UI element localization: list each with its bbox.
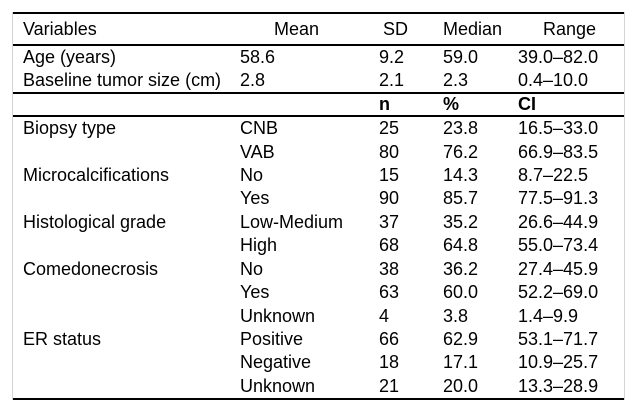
cell-percent: 60.0 [443, 282, 479, 303]
cell-category: Low-Medium [240, 211, 344, 232]
table-row: Comedonecrosis No 38 36.2 27.4–45.9 [13, 257, 624, 280]
cell-n: 66 [379, 329, 400, 349]
cell-category: Unknown [240, 305, 316, 326]
cell-ci: 13.3–28.9 [518, 375, 599, 396]
cell-n: 90 [379, 188, 400, 209]
cell-ci: 52.2–69.0 [518, 282, 599, 303]
cell-n: 21 [379, 375, 400, 396]
col-header-median: Median [442, 13, 517, 46]
cell-ci: 8.7–22.5 [518, 164, 589, 185]
cell-variable [13, 234, 239, 257]
cell-variable [13, 140, 239, 163]
cell-variable: Biopsy type [23, 118, 117, 139]
cell-n: 4 [379, 305, 390, 326]
col-header-sd: SD [378, 13, 442, 46]
cell-percent: 36.2 [443, 258, 479, 279]
table-row: High 68 64.8 55.0–73.4 [13, 234, 624, 257]
subheader-percent: % [442, 93, 517, 117]
table-frame: Variables Mean SD Median Range Age (year… [12, 12, 625, 400]
cell-range: 0.4–10.0 [517, 69, 624, 94]
cell-blank [13, 93, 239, 117]
cell-median: 59.0 [443, 47, 479, 68]
cell-ci: 55.0–73.4 [518, 235, 599, 256]
cell-percent: 20.0 [443, 375, 479, 396]
row-subheader: n % CI [13, 93, 624, 117]
cell-variable [13, 375, 239, 399]
cell-variable: Histological grade [23, 211, 167, 232]
cell-percent: 35.2 [443, 211, 479, 232]
col-header-variables: Variables [13, 13, 239, 46]
cell-sd: 2.1 [378, 69, 442, 94]
cell-ci: 66.9–83.5 [518, 141, 599, 162]
col-header-range: Range [517, 13, 624, 46]
table-header-row: Variables Mean SD Median Range [13, 13, 624, 46]
cell-category: Yes [240, 188, 270, 209]
subheader-n: n [378, 93, 442, 117]
cell-variable [13, 304, 239, 327]
table-row: Biopsy type CNB 25 23.8 16.5–33.0 [13, 116, 624, 140]
cell-category: No [240, 258, 264, 279]
cell-ci: 77.5–91.3 [518, 188, 599, 209]
subheader-ci: CI [517, 93, 624, 117]
cell-percent: 85.7 [443, 188, 479, 209]
cell-ci: 10.9–25.7 [518, 352, 599, 373]
table-row: Unknown 21 20.0 13.3–28.9 [13, 375, 624, 399]
cell-percent: 3.8 [443, 305, 469, 326]
cell-percent: 23.8 [443, 118, 479, 139]
cell-mean: 58.6 [240, 47, 276, 68]
col-header-mean: Mean [239, 13, 378, 46]
cell-variable [13, 351, 239, 374]
row-age: Age (years) 58.6 9.2 59.0 39.0–82.0 [13, 45, 624, 69]
cell-variable: Microcalcifications [23, 164, 170, 185]
cell-sd: 9.2 [379, 47, 405, 68]
row-baseline-tumor-size: Baseline tumor size (cm) 2.8 2.1 2.3 0.4… [13, 69, 624, 94]
table-row: Microcalcifications No 15 14.3 8.7–22.5 [13, 164, 624, 187]
cell-variable [13, 187, 239, 210]
cell-category: No [240, 164, 264, 185]
cell-percent: 62.9 [443, 329, 479, 349]
cell-blank [239, 93, 378, 117]
cell-n: 38 [379, 258, 400, 279]
cell-variable [13, 281, 239, 304]
table-row: Yes 90 85.7 77.5–91.3 [13, 187, 624, 210]
table-row: Histological grade Low-Medium 37 35.2 26… [13, 210, 624, 233]
cell-median: 2.3 [442, 69, 517, 94]
cell-mean: 2.8 [239, 69, 378, 94]
cell-n: 68 [379, 235, 400, 256]
cell-range: 39.0–82.0 [518, 47, 599, 68]
table-row: ER status Positive 66 62.9 53.1–71.7 [13, 328, 624, 351]
cell-n: 37 [379, 211, 400, 232]
table-row: Unknown 4 3.8 1.4–9.9 [13, 304, 624, 327]
cell-variable: ER status [23, 329, 102, 349]
table-row: VAB 80 76.2 66.9–83.5 [13, 140, 624, 163]
cell-n: 18 [379, 352, 400, 373]
cell-percent: 64.8 [443, 235, 479, 256]
cell-variable: Baseline tumor size (cm) [13, 69, 239, 94]
cell-ci: 26.6–44.9 [518, 211, 599, 232]
cell-percent: 17.1 [443, 352, 479, 373]
cell-category: Unknown [240, 375, 316, 396]
cell-ci: 1.4–9.9 [518, 305, 579, 326]
cell-category: Positive [240, 329, 304, 349]
cell-variable: Age (years) [23, 47, 117, 68]
cell-category: Yes [240, 282, 270, 303]
cell-category: High [240, 235, 278, 256]
cell-percent: 14.3 [443, 164, 479, 185]
cell-n: 15 [379, 164, 400, 185]
cell-ci: 16.5–33.0 [518, 118, 599, 139]
cell-ci: 53.1–71.7 [518, 329, 599, 349]
cell-n: 63 [379, 282, 400, 303]
cell-category: Negative [240, 352, 312, 373]
cell-n: 25 [379, 118, 400, 139]
table-row: Negative 18 17.1 10.9–25.7 [13, 351, 624, 374]
table-row: Yes 63 60.0 52.2–69.0 [13, 281, 624, 304]
cell-ci: 27.4–45.9 [518, 258, 599, 279]
cell-variable: Comedonecrosis [23, 258, 159, 279]
cell-percent: 76.2 [443, 141, 479, 162]
cell-category: VAB [240, 141, 275, 162]
cell-category: CNB [240, 118, 279, 139]
summary-statistics-table: Variables Mean SD Median Range Age (year… [13, 12, 624, 400]
cell-n: 80 [379, 141, 400, 162]
